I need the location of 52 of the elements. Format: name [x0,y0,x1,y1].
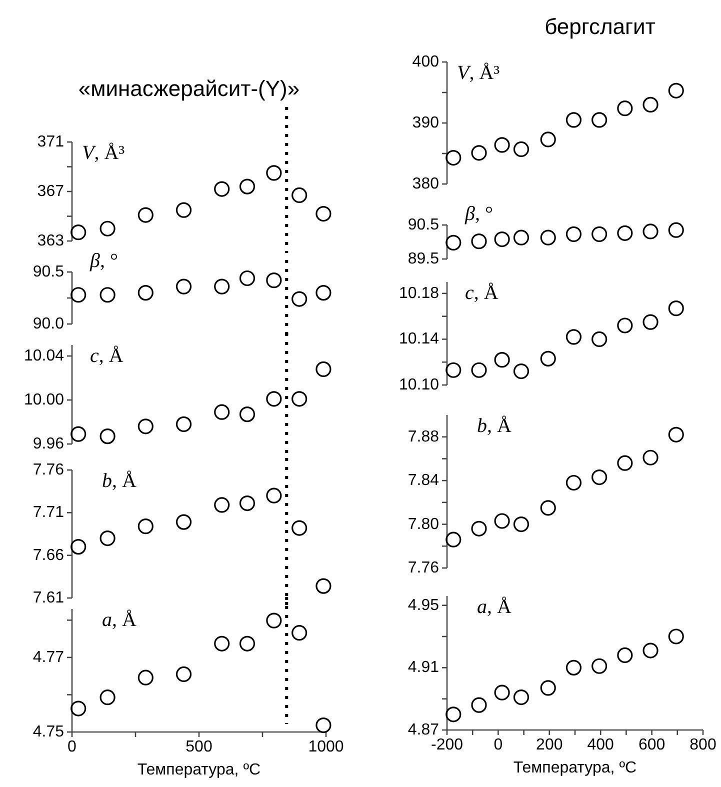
y-tick-label: 90.5 [408,216,440,234]
x-tick-label: 800 [690,736,716,754]
y-tick-label: 9.96 [32,436,64,452]
x-tick-label: 500 [186,738,212,756]
y-axis-title: V, Å³ [457,62,500,84]
y-axis-title: b, Å [102,470,137,492]
y-axis-title: b, Å [477,414,512,437]
x-tick-label: 0 [494,736,503,754]
y-tick-label: 363 [37,232,64,250]
x-tick-label: 1000 [308,738,344,756]
y-tick-label: 7.76 [408,560,440,576]
y-axis-title: β, ° [89,250,118,272]
y-tick-label: 4.87 [408,722,440,738]
y-axis-title: V, Å³ [82,142,125,164]
y-tick-label: 4.95 [408,596,440,614]
y-tick-label: 4.75 [32,724,64,740]
y-tick-label: 10.04 [24,348,64,364]
y-tick-label: 10.10 [398,376,440,394]
x-tick-label: 0 [68,738,77,756]
chart-title: бергслагит [544,14,656,39]
y-tick-label: 400 [412,54,440,70]
y-axis-title: β, ° [464,202,493,225]
y-axis-title: a, Å [477,596,512,618]
y-tick-label: 7.61 [32,590,64,606]
y-tick-label: 7.76 [32,462,64,478]
y-tick-label: 89.5 [408,250,440,268]
y-tick-label: 380 [412,176,440,192]
y-tick-label: 367 [37,183,64,200]
y-tick-label: 7.80 [408,516,440,533]
y-tick-label: 90.0 [32,316,64,332]
y-tick-label: 90.5 [32,264,64,280]
y-axis-title: c, Å [90,344,124,367]
y-axis-title: c, Å [465,282,499,304]
y-axis-title: a, Å [102,608,137,631]
y-tick-label: 390 [412,114,440,132]
x-axis-title: Температура, ºC [513,759,637,776]
y-tick-label: 4.91 [408,659,440,676]
y-tick-label: 7.66 [32,546,64,564]
x-tick-label: 400 [587,736,614,754]
x-tick-label: 200 [536,736,563,754]
y-tick-label: 371 [37,134,64,150]
y-tick-label: 10.18 [398,284,440,302]
y-tick-label: 7.88 [408,428,440,446]
y-tick-label: 10.14 [398,330,440,348]
x-tick-label: 600 [638,736,666,754]
x-axis-title: Температура, ºC [137,761,261,778]
y-tick-label: 7.84 [408,472,440,490]
y-tick-label: 4.77 [32,648,64,666]
chart-title: «минасжерайсит-(Y)» [78,76,300,101]
x-tick-label: -200 [430,736,464,754]
y-tick-label: 7.71 [32,504,64,522]
y-tick-label: 10.00 [24,392,64,408]
